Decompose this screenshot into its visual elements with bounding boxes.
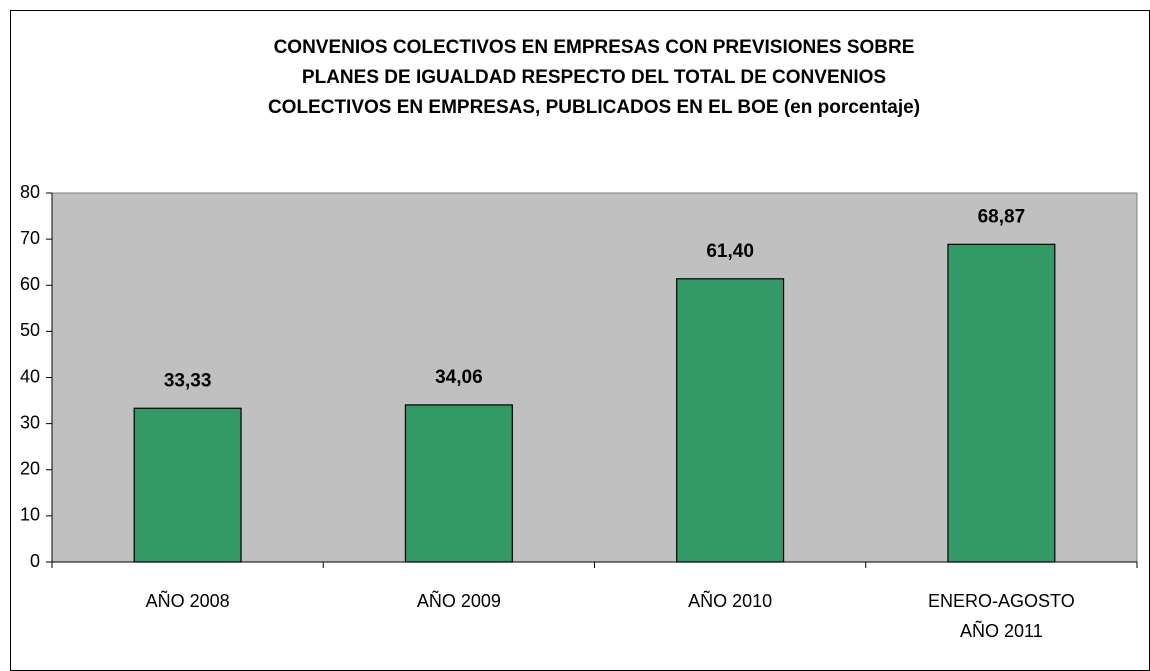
chart-title: PLANES DE IGUALDAD RESPECTO DEL TOTAL DE… — [302, 67, 886, 88]
bar — [133, 407, 242, 563]
y-tick-label: 60 — [20, 274, 40, 294]
value-label: 34,06 — [435, 367, 483, 388]
x-tick-label: AÑO 2010 — [688, 590, 772, 611]
y-tick-label: 0 — [30, 551, 40, 571]
y-tick-label: 80 — [20, 182, 40, 202]
y-tick-label: 10 — [20, 505, 40, 525]
value-label: 68,87 — [978, 206, 1026, 227]
y-tick-label: 50 — [20, 320, 40, 340]
y-tick-label: 30 — [20, 412, 40, 432]
chart-title: CONVENIOS COLECTIVOS EN EMPRESAS CON PRE… — [274, 37, 915, 58]
bar — [947, 243, 1056, 563]
bar — [676, 278, 785, 563]
x-tick-label: ENERO-AGOSTO AÑO 2011 — [928, 591, 1075, 641]
chart-title: COLECTIVOS EN EMPRESAS, PUBLICADOS EN EL… — [268, 97, 920, 118]
x-tick-label: AÑO 2009 — [417, 590, 501, 611]
bar — [404, 404, 513, 563]
y-tick-label: 70 — [20, 228, 40, 248]
y-tick-label: 40 — [20, 366, 40, 386]
x-tick-label: AÑO 2008 — [146, 590, 230, 611]
y-tick-label: 20 — [20, 459, 40, 479]
value-label: 61,40 — [706, 241, 754, 262]
value-label: 33,33 — [164, 370, 212, 391]
